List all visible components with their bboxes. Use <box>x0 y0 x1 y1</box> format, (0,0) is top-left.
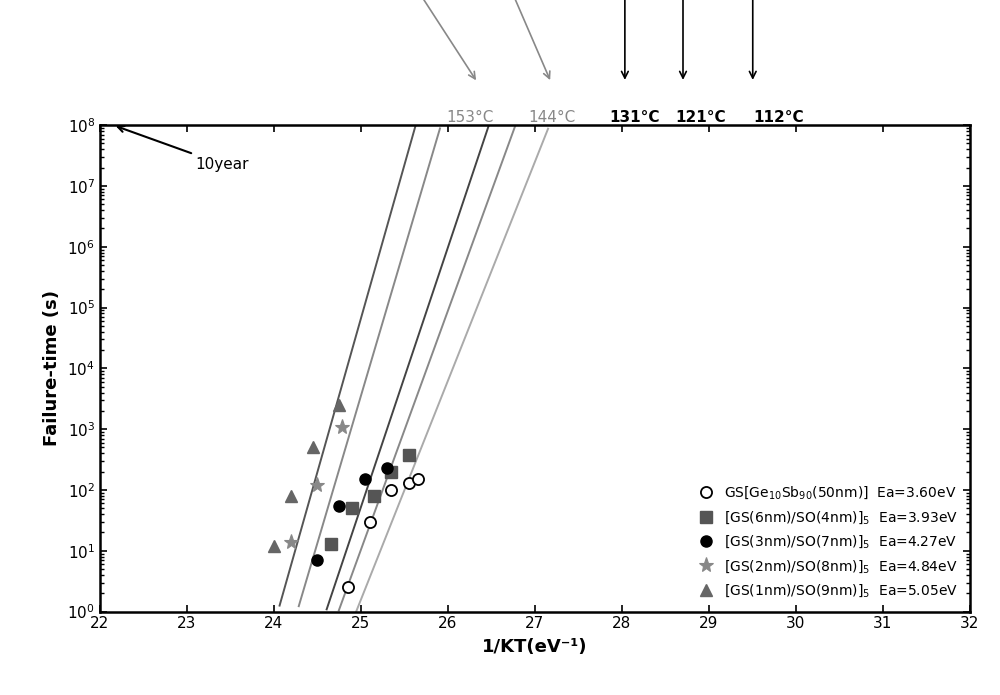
Text: 10year: 10year <box>118 126 249 172</box>
Text: 112°C: 112°C <box>753 110 804 125</box>
Y-axis label: Failure-time (s): Failure-time (s) <box>43 291 61 446</box>
Text: 144°C: 144°C <box>529 110 576 125</box>
Text: 131°C: 131°C <box>610 110 660 125</box>
Text: 153°C: 153°C <box>446 110 493 125</box>
Legend: GS[Ge$_{10}$Sb$_{90}$(50nm)]  Ea=3.60eV, [GS(6nm)/SO(4nm)]$_5$  Ea=3.93eV, [GS(3: GS[Ge$_{10}$Sb$_{90}$(50nm)] Ea=3.60eV, … <box>690 479 963 605</box>
Text: 121°C: 121°C <box>675 110 726 125</box>
X-axis label: 1/KT(eV⁻¹): 1/KT(eV⁻¹) <box>482 639 588 656</box>
